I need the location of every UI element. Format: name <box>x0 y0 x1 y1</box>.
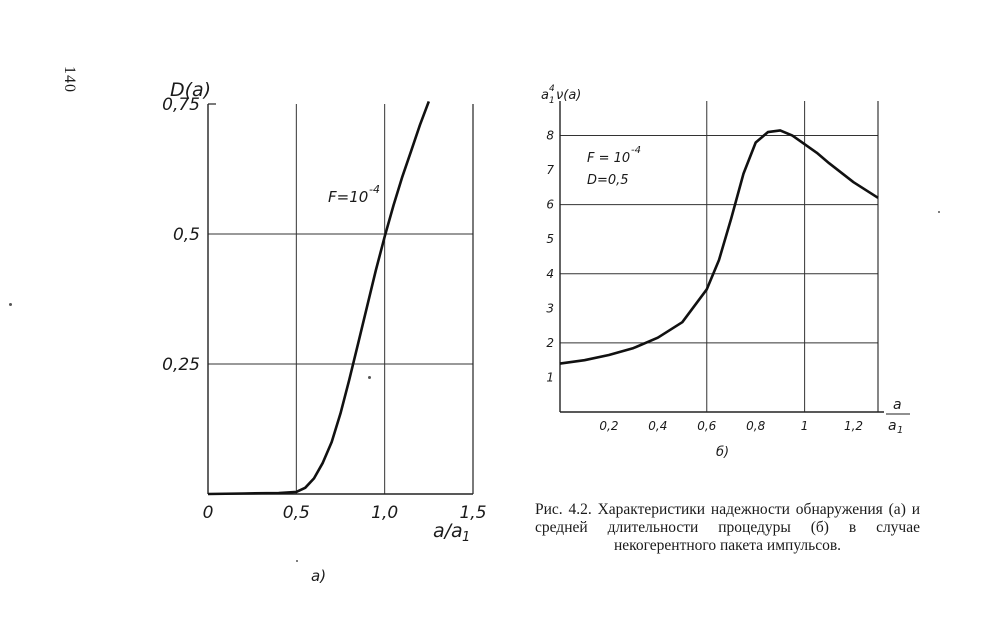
x-axis-label-denominator: a <box>888 418 897 434</box>
series-a <box>207 100 431 496</box>
series-line <box>207 100 431 496</box>
annotation-f-exponent: -4 <box>631 145 641 156</box>
x-tick-label: 1,2 <box>844 419 863 433</box>
scan-speck <box>9 303 12 306</box>
annotation-f-exponent: -4 <box>369 183 380 196</box>
x-tick-label: 0,5 <box>283 503 310 523</box>
grid-b <box>560 101 878 412</box>
y-tick-label: 2 <box>546 336 554 350</box>
y-tick-label: 8 <box>546 129 554 143</box>
axes-b <box>559 101 884 413</box>
y-axis-label-superscript: 4 <box>549 84 555 94</box>
y-tick-label: 5 <box>546 232 554 246</box>
y-tick-label: 7 <box>546 163 554 177</box>
x-axis-label-numerator: a <box>893 397 902 413</box>
y-tick-label: 6 <box>546 198 554 212</box>
x-axis-label: a/a <box>433 520 463 542</box>
x-tick-label: 1,5 <box>459 503 486 523</box>
x-tick-label: 1 <box>801 419 809 433</box>
y-tick-label: 0,5 <box>173 225 200 245</box>
panel-label-b: б) <box>716 445 729 460</box>
x-tick-label: 0,6 <box>697 419 716 433</box>
x-tick-label: 0,2 <box>599 419 618 433</box>
y-tick-label: 0,75 <box>162 95 200 115</box>
y-tick-label: 1 <box>546 370 554 384</box>
annotation-d: D=0,5 <box>587 173 629 188</box>
panel-label-a: а) <box>311 567 326 585</box>
y-axis-label-function: ν(a) <box>556 88 581 103</box>
y-tick-label: 3 <box>546 301 554 315</box>
x-axis-label-denominator-subscript: 1 <box>897 425 903 436</box>
x-axis-label-subscript: 1 <box>462 530 470 545</box>
y-axis-label-subscript: 1 <box>549 96 555 106</box>
y-tick-label: 4 <box>546 267 554 281</box>
annotation-f: F = 10 <box>587 151 630 166</box>
scan-speck <box>938 211 940 213</box>
x-tick-label: 1,0 <box>371 503 398 523</box>
scan-speck <box>296 560 298 562</box>
annotation-f: F=10 <box>328 188 368 206</box>
y-axis-label: D(a) <box>170 79 211 101</box>
labels-a: 0 0,5 1,0 1,5 0,25 0,5 0,75D(a) F=10 -4 a/a 1 а) <box>162 79 486 585</box>
scan-speck <box>368 376 371 379</box>
x-tick-label: 0,8 <box>746 419 765 433</box>
x-tick-label: 0 <box>203 503 214 523</box>
series-b <box>559 129 879 365</box>
x-tick-label: 0,4 <box>648 419 667 433</box>
grid-a <box>208 104 473 494</box>
y-tick-label: 0,25 <box>162 355 200 375</box>
y-axis-label: a <box>541 88 549 103</box>
series-line <box>559 129 879 365</box>
figure-caption: Рис. 4.2. Характеристики надежности обна… <box>535 501 920 554</box>
